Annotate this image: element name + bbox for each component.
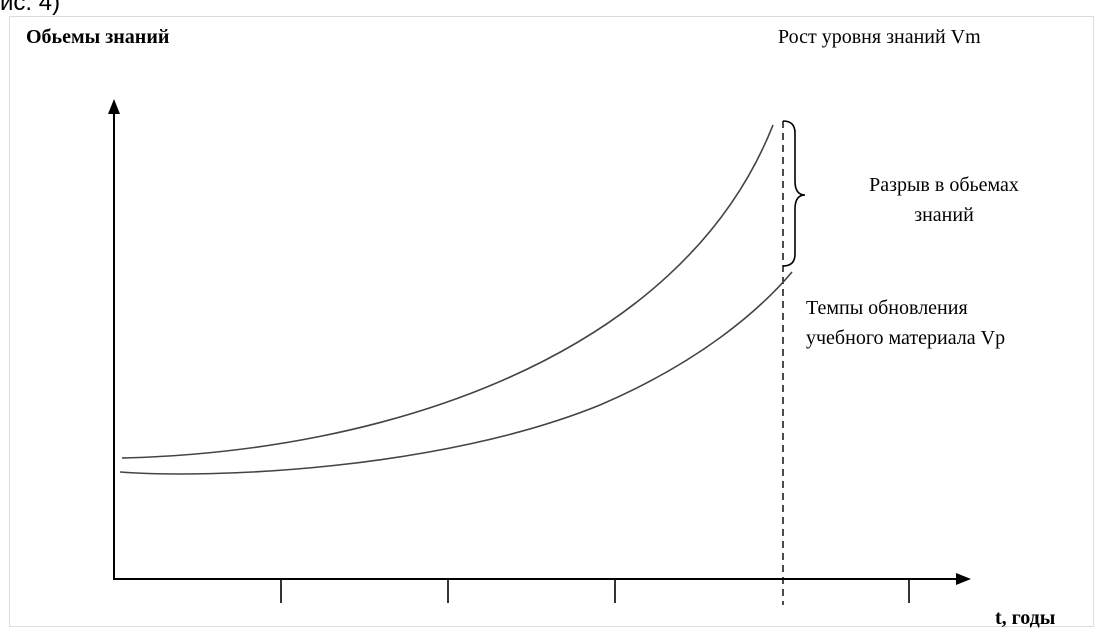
figure-frame: [9, 16, 1094, 627]
figure-caption-fragment: ис. 4): [0, 0, 61, 16]
y-axis-label: Обьемы знаний: [26, 26, 170, 48]
curve-vp: [119, 271, 793, 475]
gap-label-line1: Разрыв в обьемах: [869, 174, 1019, 196]
x-axis-arrowhead: [956, 573, 971, 585]
gap-label-line2: знаний: [914, 204, 974, 226]
gap-brace: [782, 120, 806, 267]
gap-label: Разрыв в обьемах знаний: [834, 170, 1054, 230]
curve-vp-label-line1: Темпы обновления: [806, 297, 968, 319]
curve-vp-label-line2: учебного материала Vp: [806, 327, 1006, 349]
curve-vm: [121, 124, 774, 459]
y-axis-arrowhead: [108, 99, 120, 114]
curve-vp-label: Темпы обновления учебного материала Vp: [806, 293, 1005, 353]
x-axis-label: t, годы: [995, 607, 1056, 629]
curve-vm-label: Рост уровня знаний Vm: [778, 26, 981, 48]
